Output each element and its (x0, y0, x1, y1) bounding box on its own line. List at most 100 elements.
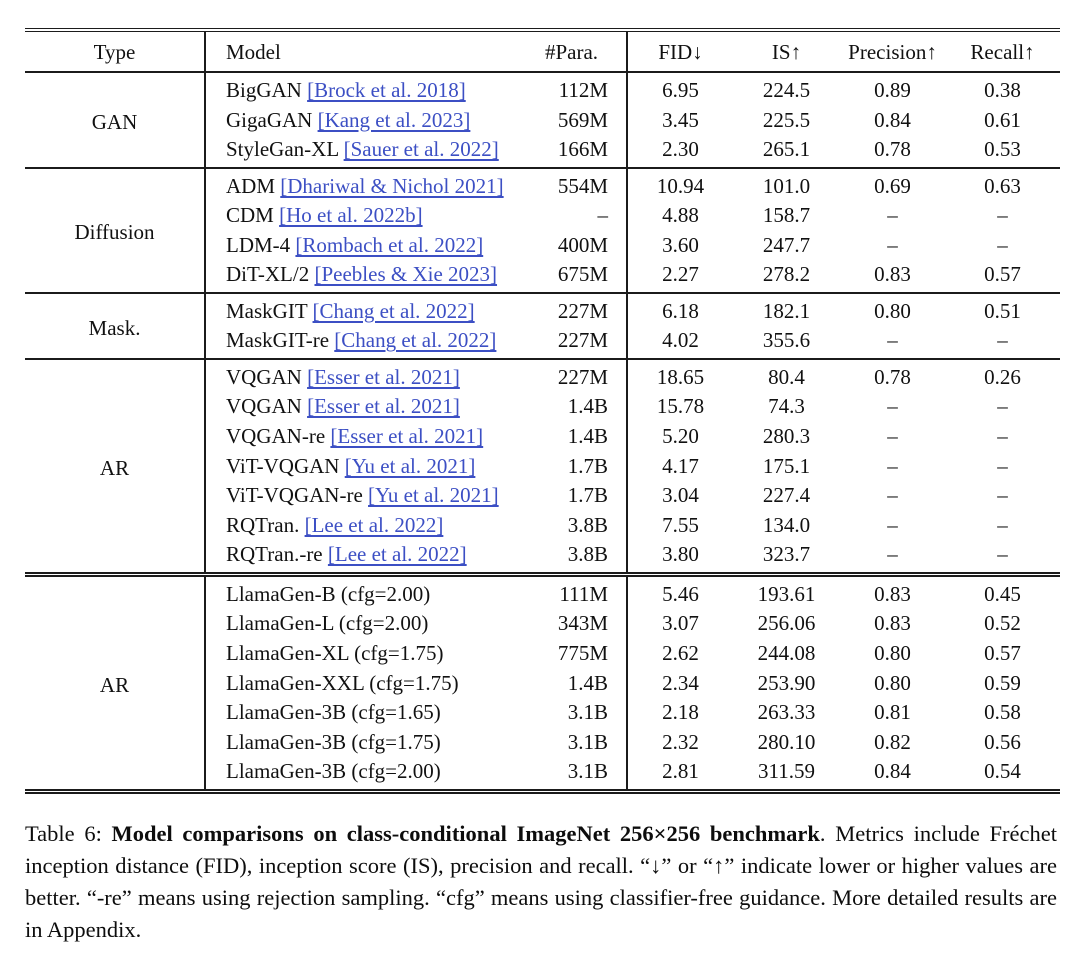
para-cell: 1.4B (567, 670, 608, 695)
para-cell: 554M (557, 173, 608, 198)
model-name: CDM (226, 203, 274, 228)
table-row: RQTran. [Lee et al. 2022] 3.8B 7.55 134.0 – – (25, 510, 1060, 540)
citation-link[interactable]: [Kang et al. 2023] (317, 107, 471, 132)
model-name: LlamaGen-XL (cfg=1.75) (226, 640, 444, 665)
is-cell: 278.2 (762, 262, 811, 287)
is-cell: 311.59 (758, 759, 815, 784)
citation-link[interactable]: [Yu et al. 2021] (344, 453, 476, 478)
fid-cell: 3.60 (626, 230, 733, 260)
precision-cell: – (887, 453, 898, 478)
table-row: LlamaGen-L (cfg=2.00) 343M 3.07 256.06 0.83 0… (25, 608, 1060, 639)
model-name: MaskGIT (226, 298, 308, 323)
model-cell: LlamaGen-XL (cfg=1.75) (205, 638, 517, 668)
para-cell: – (597, 203, 609, 228)
recall-cell: 0.63 (984, 173, 1021, 198)
model-cell: LDM-4 [Rombach et al. 2022] (205, 230, 517, 260)
citation-link[interactable]: [Ho et al. 2022b] (279, 203, 423, 228)
precision-cell: 0.78 (874, 137, 911, 162)
table-row: StyleGan-XL [Sauer et al. 2022] 166M 2.30 2… (25, 134, 1060, 168)
is-cell: 280.3 (762, 423, 811, 448)
fid-cell: 5.20 (626, 421, 733, 451)
table-row: VQGAN [Esser et al. 2021] 1.4B 15.78 74.3 – – (25, 391, 1060, 422)
model-name: DiT-XL/2 (226, 262, 310, 287)
citation-link[interactable]: [Esser et al. 2021] (307, 364, 460, 389)
model-name: GigaGAN (226, 107, 313, 132)
para-cell: 1.4B (567, 423, 608, 448)
fid-cell: 2.32 (626, 727, 733, 757)
para-cell: 3.1B (567, 729, 608, 754)
recall-cell: 0.61 (984, 107, 1021, 132)
model-name: RQTran.-re (226, 542, 323, 567)
is-cell: 263.33 (757, 700, 816, 725)
citation-link[interactable]: [Sauer et al. 2022] (343, 137, 499, 162)
recall-cell: – (997, 453, 1008, 478)
model-name: LlamaGen-XXL (cfg=1.75) (226, 670, 459, 695)
fid-cell: 15.78 (626, 391, 733, 422)
precision-cell: – (887, 483, 898, 508)
citation-link[interactable]: [Esser et al. 2021] (307, 394, 460, 419)
is-cell: 182.1 (762, 298, 811, 323)
is-cell: 253.90 (757, 670, 816, 695)
is-cell: 256.06 (757, 611, 816, 636)
para-cell: 227M (557, 364, 608, 389)
model-cell: ADM [Dhariwal & Nichol 2021] (205, 168, 517, 201)
citation-link[interactable]: [Brock et al. 2018] (307, 78, 466, 102)
model-cell: VQGAN [Esser et al. 2021] (205, 392, 517, 422)
para-cell: 400M (557, 232, 608, 257)
table-row: Mask. MaskGIT [Chang et al. 2022] 227M 6.18… (25, 292, 1060, 359)
model-cell: RQTran.-re [Lee et al. 2022] (205, 540, 517, 575)
citation-link[interactable]: [Yu et al. 2021] (368, 483, 499, 508)
table-row: DiT-XL/2 [Peebles & Xie 2023] 675M 2.27 278… (25, 259, 1060, 293)
model-name: MaskGIT-re (226, 328, 330, 353)
recall-cell: 0.59 (984, 670, 1021, 695)
table-group: GAN BigGAN [Brock et al. 2018] 112M 6.95 224… (25, 72, 1060, 168)
model-name: LDM-4 (226, 232, 291, 257)
para-cell: 227M (557, 328, 608, 353)
para-cell: 3.1B (567, 759, 608, 784)
para-cell: 227M (557, 298, 608, 323)
model-name: LlamaGen-3B (cfg=1.75) (226, 729, 441, 754)
precision-cell: 0.83 (874, 262, 911, 287)
precision-cell: 0.80 (874, 640, 911, 665)
is-cell: 134.0 (762, 512, 811, 537)
citation-link[interactable]: [Dhariwal & Nichol 2021] (280, 173, 504, 198)
para-cell: 569M (557, 107, 608, 132)
citation-link[interactable]: [Chang et al. 2022] (312, 298, 475, 323)
is-cell: 224.5 (762, 78, 811, 102)
table-group: AR LlamaGen-B (cfg=2.00) 111M 5.46 193.61 0.8… (25, 574, 1060, 792)
citation-link[interactable]: [Chang et al. 2022] (334, 328, 497, 353)
precision-cell: – (887, 394, 898, 419)
citation-link[interactable]: [Esser et al. 2021] (330, 423, 484, 448)
recall-cell: 0.57 (984, 640, 1021, 665)
fid-cell: 2.81 (626, 756, 733, 792)
table-row: ViT-VQGAN-re [Yu et al. 2021] 1.7B 3.04 227… (25, 480, 1060, 511)
citation-link[interactable]: [Peebles & Xie 2023] (314, 262, 498, 287)
para-cell: 3.1B (567, 700, 608, 725)
fid-cell: 3.45 (626, 105, 733, 135)
header-cell-para: #Para. (544, 40, 599, 64)
model-cell: ViT-VQGAN-re [Yu et al. 2021] (205, 481, 517, 511)
precision-cell: 0.80 (874, 670, 911, 695)
model-cell: GigaGAN [Kang et al. 2023] (205, 105, 517, 135)
header-cell-type: Type (25, 30, 206, 72)
precision-cell: 0.83 (874, 611, 911, 636)
citation-link[interactable]: [Lee et al. 2022] (327, 542, 467, 567)
table-caption: Table 6: Model comparisons on class-cond… (25, 818, 1057, 946)
fid-cell: 3.04 (626, 480, 733, 511)
fid-cell: 2.62 (626, 638, 733, 668)
header-cell-recall: Recall↑ (970, 40, 1035, 64)
is-cell: 265.1 (762, 137, 811, 162)
header-cell-model: Model (226, 40, 281, 64)
precision-cell: 0.80 (874, 298, 911, 323)
model-name: ViT-VQGAN-re (226, 483, 363, 508)
model-cell: MaskGIT-re [Chang et al. 2022] (205, 326, 517, 359)
table-row: VQGAN-re [Esser et al. 2021] 1.4B 5.20 280.… (25, 421, 1060, 451)
precision-cell: 0.84 (874, 107, 911, 132)
citation-link[interactable]: [Rombach et al. 2022] (295, 232, 484, 257)
model-name: LlamaGen-L (cfg=2.00) (226, 611, 429, 636)
header-cell-is: IS↑ (771, 40, 802, 64)
recall-cell: 0.51 (984, 298, 1021, 323)
citation-link[interactable]: [Lee et al. 2022] (304, 512, 444, 537)
table-row: ViT-VQGAN [Yu et al. 2021] 1.7B 4.17 175.1 –… (25, 450, 1060, 481)
para-cell: 1.4B (567, 394, 608, 419)
